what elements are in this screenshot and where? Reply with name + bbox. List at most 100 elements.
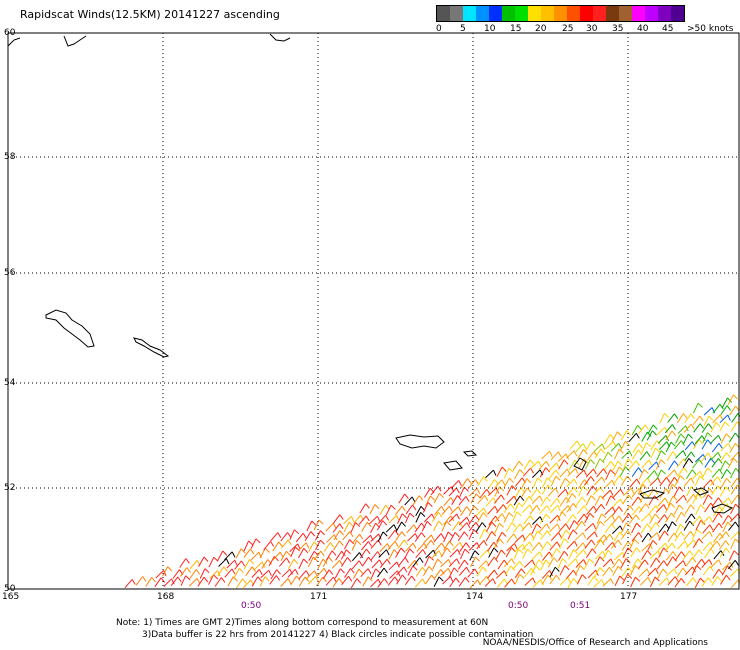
wind-barb-flag — [547, 541, 552, 547]
wind-barb — [494, 513, 503, 523]
wind-barb — [289, 529, 295, 540]
wind-barb — [488, 547, 495, 558]
wind-barb — [630, 576, 636, 588]
wind-barb-flag — [555, 469, 560, 476]
wind-barb — [596, 534, 605, 544]
wind-barb-flag — [574, 468, 579, 475]
wind-barb-flag — [356, 578, 362, 584]
wind-barb — [730, 494, 739, 505]
wind-barb — [713, 506, 720, 517]
wind-barb-flag — [396, 515, 400, 522]
wind-barb — [692, 515, 700, 526]
wind-barb — [700, 452, 709, 462]
wind-barb-flag — [339, 523, 344, 529]
wind-barb — [730, 467, 737, 479]
wind-barb-flag — [503, 570, 508, 577]
wind-barb — [235, 578, 244, 589]
wind-barb-flag — [590, 539, 596, 546]
wind-barb-flag — [592, 485, 597, 491]
wind-barb — [476, 540, 485, 550]
wind-barb-flag — [618, 506, 623, 512]
wind-barb — [404, 496, 413, 506]
wind-barb — [377, 531, 384, 542]
wind-barb — [649, 550, 659, 559]
wind-barb — [304, 531, 312, 542]
wind-barb-flag — [717, 576, 722, 582]
wind-barb — [162, 566, 169, 577]
wind-barb-flag — [456, 513, 460, 520]
wind-barb — [657, 435, 667, 444]
wind-barb — [540, 541, 548, 551]
wind-barb-flag — [652, 430, 657, 436]
wind-barb — [379, 558, 388, 569]
wind-barb — [412, 495, 420, 506]
wind-barb — [658, 441, 668, 451]
wind-barb — [433, 493, 440, 504]
wind-barb-flag — [379, 559, 383, 566]
wind-barb — [485, 469, 494, 479]
wind-barb-flag — [718, 506, 724, 512]
wind-barb-flag — [545, 467, 551, 473]
wind-barb-flag — [501, 479, 506, 486]
wind-barb-flag — [655, 522, 660, 528]
wind-barb — [701, 530, 710, 540]
wind-barbs — [124, 394, 740, 589]
wind-barb — [487, 541, 495, 552]
latitude-label: 50 — [4, 584, 16, 594]
wind-barb-flag — [718, 468, 723, 475]
wind-barb-flag — [611, 480, 616, 486]
wind-barb — [667, 477, 675, 487]
wind-barb — [684, 513, 692, 524]
wind-barb — [675, 433, 682, 444]
wind-barb — [594, 567, 601, 578]
wind-barb-flag — [411, 504, 417, 511]
wind-barb — [269, 575, 277, 585]
wind-barb — [333, 540, 340, 551]
wind-barb — [423, 534, 432, 544]
wind-barb — [612, 475, 620, 486]
wind-barb — [189, 569, 197, 579]
wind-barb-flag — [454, 532, 460, 538]
wind-barb — [566, 503, 574, 513]
wind-barb-flag — [419, 557, 424, 563]
wind-barb-flag — [549, 450, 553, 457]
wind-barb — [622, 458, 629, 470]
wind-barb-flag — [409, 548, 415, 554]
wind-barb-flag — [276, 569, 281, 575]
wind-barb — [459, 548, 466, 560]
wind-barb-flag — [654, 513, 660, 519]
wind-barb-flag — [511, 485, 517, 491]
wind-barb — [396, 574, 403, 585]
wind-barb — [511, 511, 518, 523]
island-chain-d — [639, 489, 666, 499]
wind-barb — [585, 495, 592, 506]
wind-barb — [281, 568, 291, 578]
wind-barb-flag — [554, 566, 560, 572]
wind-barb — [523, 559, 533, 568]
wind-barb — [720, 405, 728, 415]
wind-barb-flag — [463, 531, 469, 537]
wind-barb — [711, 576, 719, 587]
wind-barb-flag — [726, 452, 731, 458]
wind-barb-flag — [519, 495, 525, 501]
wind-barb-flag — [185, 575, 191, 581]
wind-barb-flag — [719, 533, 724, 539]
wind-barb-flag — [537, 530, 543, 536]
wind-barb-flag — [286, 550, 291, 557]
wind-barb-flag — [646, 523, 652, 529]
wind-barb-flag — [437, 485, 442, 492]
wind-barb — [505, 547, 512, 558]
wind-barb — [667, 576, 676, 586]
wind-barb-flag — [699, 415, 704, 422]
wind-barb-flag — [697, 493, 703, 499]
wind-barb-flag — [348, 521, 354, 527]
wind-barb — [448, 513, 458, 523]
wind-barb — [342, 531, 351, 541]
wind-barb — [532, 579, 542, 588]
wind-barb — [506, 533, 515, 543]
wind-barb — [298, 576, 306, 587]
wind-barb — [263, 541, 271, 551]
wind-barb-flag — [347, 557, 352, 563]
wind-barb — [619, 440, 626, 452]
